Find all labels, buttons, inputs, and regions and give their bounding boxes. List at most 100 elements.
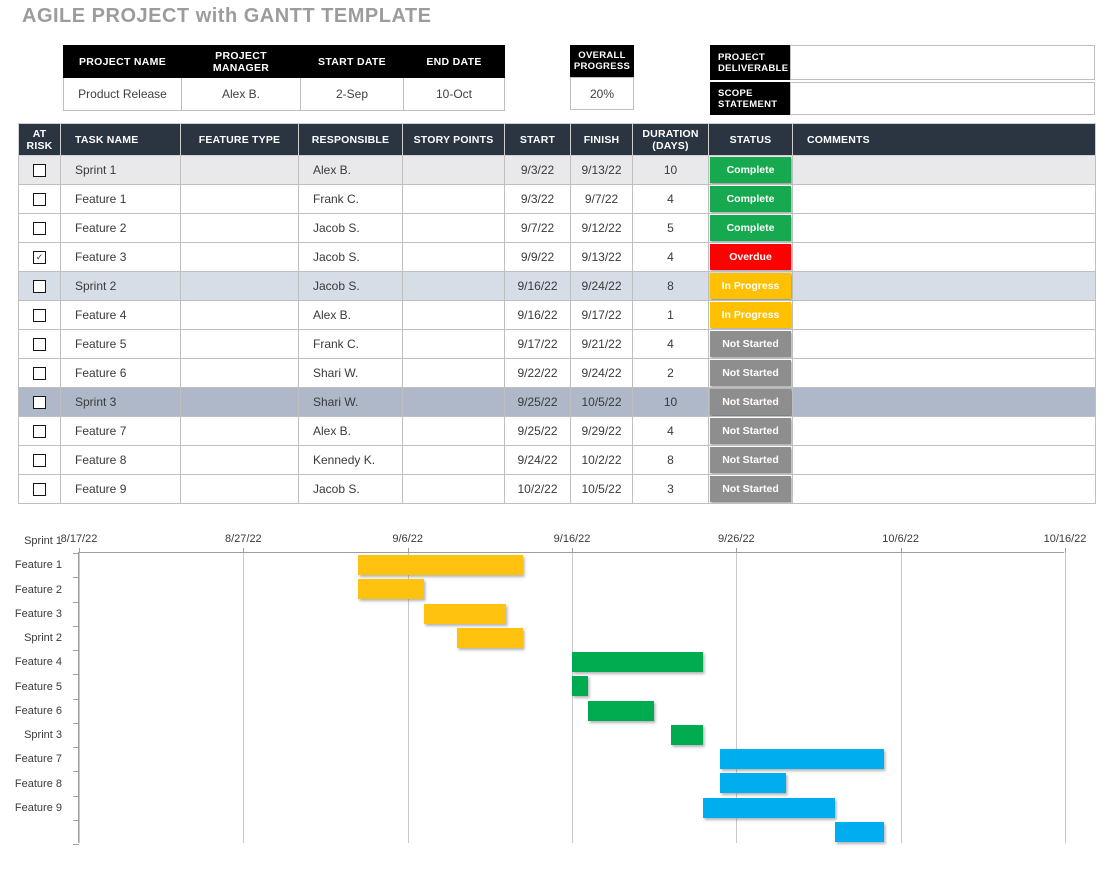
status-badge[interactable]: Complete [710, 157, 791, 183]
duration-cell[interactable]: 1 [632, 300, 709, 330]
start-cell[interactable]: 9/7/22 [504, 213, 571, 243]
status-badge[interactable]: Not Started [710, 331, 791, 357]
start-cell[interactable]: 9/9/22 [504, 242, 571, 272]
feature-type-cell[interactable] [180, 445, 299, 475]
story-points-cell[interactable] [402, 329, 505, 359]
start-cell[interactable]: 9/3/22 [504, 155, 571, 185]
task-name-cell[interactable]: Feature 8 [60, 445, 181, 475]
feature-type-cell[interactable] [180, 300, 299, 330]
story-points-cell[interactable] [402, 184, 505, 214]
comments-cell[interactable] [792, 445, 1096, 475]
responsible-cell[interactable]: Kennedy K. [298, 445, 403, 475]
project-deliverable-value[interactable] [790, 45, 1095, 80]
comments-cell[interactable] [792, 184, 1096, 214]
start-cell[interactable]: 9/17/22 [504, 329, 571, 359]
finish-cell[interactable]: 9/21/22 [570, 329, 633, 359]
feature-type-cell[interactable] [180, 358, 299, 388]
at-risk-checkbox[interactable] [33, 396, 46, 410]
status-badge[interactable]: Not Started [710, 447, 791, 473]
story-points-cell[interactable] [402, 387, 505, 417]
status-badge[interactable]: Not Started [710, 418, 791, 444]
overall-progress-value[interactable]: 20% [570, 77, 634, 110]
start-cell[interactable]: 9/3/22 [504, 184, 571, 214]
task-name-cell[interactable]: Sprint 2 [60, 271, 181, 301]
comments-cell[interactable] [792, 329, 1096, 359]
task-name-cell[interactable]: Feature 5 [60, 329, 181, 359]
task-name-cell[interactable]: Feature 9 [60, 474, 181, 504]
at-risk-checkbox[interactable] [33, 367, 46, 381]
comments-cell[interactable] [792, 387, 1096, 417]
start-date-value[interactable]: 2-Sep [300, 77, 404, 111]
story-points-cell[interactable] [402, 271, 505, 301]
start-cell[interactable]: 9/22/22 [504, 358, 571, 388]
comments-cell[interactable] [792, 155, 1096, 185]
status-badge[interactable]: Overdue [710, 244, 791, 270]
comments-cell[interactable] [792, 416, 1096, 446]
duration-cell[interactable]: 5 [632, 213, 709, 243]
project-name-value[interactable]: Product Release [63, 77, 182, 111]
task-name-cell[interactable]: Sprint 1 [60, 155, 181, 185]
comments-cell[interactable] [792, 242, 1096, 272]
status-badge[interactable]: Not Started [710, 476, 791, 502]
story-points-cell[interactable] [402, 445, 505, 475]
task-name-cell[interactable]: Feature 6 [60, 358, 181, 388]
status-badge[interactable]: Complete [710, 186, 791, 212]
responsible-cell[interactable]: Shari W. [298, 387, 403, 417]
feature-type-cell[interactable] [180, 213, 299, 243]
start-cell[interactable]: 9/24/22 [504, 445, 571, 475]
comments-cell[interactable] [792, 271, 1096, 301]
finish-cell[interactable]: 10/5/22 [570, 387, 633, 417]
comments-cell[interactable] [792, 474, 1096, 504]
status-badge[interactable]: Complete [710, 215, 791, 241]
duration-cell[interactable]: 4 [632, 242, 709, 272]
responsible-cell[interactable]: Alex B. [298, 155, 403, 185]
story-points-cell[interactable] [402, 300, 505, 330]
responsible-cell[interactable]: Shari W. [298, 358, 403, 388]
finish-cell[interactable]: 9/24/22 [570, 358, 633, 388]
responsible-cell[interactable]: Jacob S. [298, 271, 403, 301]
duration-cell[interactable]: 10 [632, 387, 709, 417]
scope-statement-value[interactable] [790, 82, 1095, 115]
at-risk-checkbox[interactable] [33, 338, 46, 352]
status-badge[interactable]: Not Started [710, 360, 791, 386]
project-manager-value[interactable]: Alex B. [181, 77, 301, 111]
feature-type-cell[interactable] [180, 416, 299, 446]
feature-type-cell[interactable] [180, 184, 299, 214]
duration-cell[interactable]: 10 [632, 155, 709, 185]
finish-cell[interactable]: 9/12/22 [570, 213, 633, 243]
at-risk-checkbox[interactable] [33, 280, 46, 294]
at-risk-checkbox[interactable] [33, 193, 46, 207]
finish-cell[interactable]: 9/29/22 [570, 416, 633, 446]
responsible-cell[interactable]: Jacob S. [298, 242, 403, 272]
finish-cell[interactable]: 10/2/22 [570, 445, 633, 475]
story-points-cell[interactable] [402, 213, 505, 243]
responsible-cell[interactable]: Alex B. [298, 300, 403, 330]
finish-cell[interactable]: 9/17/22 [570, 300, 633, 330]
duration-cell[interactable]: 3 [632, 474, 709, 504]
duration-cell[interactable]: 4 [632, 416, 709, 446]
duration-cell[interactable]: 4 [632, 184, 709, 214]
status-badge[interactable]: In Progress [710, 273, 791, 299]
at-risk-checkbox[interactable] [33, 425, 46, 439]
responsible-cell[interactable]: Alex B. [298, 416, 403, 446]
status-badge[interactable]: Not Started [710, 389, 791, 415]
finish-cell[interactable]: 9/7/22 [570, 184, 633, 214]
responsible-cell[interactable]: Jacob S. [298, 213, 403, 243]
end-date-value[interactable]: 10-Oct [403, 77, 505, 111]
task-name-cell[interactable]: Sprint 3 [60, 387, 181, 417]
story-points-cell[interactable] [402, 416, 505, 446]
finish-cell[interactable]: 9/24/22 [570, 271, 633, 301]
at-risk-checkbox[interactable] [33, 309, 46, 323]
task-name-cell[interactable]: Feature 7 [60, 416, 181, 446]
story-points-cell[interactable] [402, 155, 505, 185]
at-risk-checkbox[interactable] [33, 454, 46, 468]
duration-cell[interactable]: 8 [632, 271, 709, 301]
task-name-cell[interactable]: Feature 4 [60, 300, 181, 330]
comments-cell[interactable] [792, 300, 1096, 330]
feature-type-cell[interactable] [180, 271, 299, 301]
feature-type-cell[interactable] [180, 329, 299, 359]
duration-cell[interactable]: 8 [632, 445, 709, 475]
task-name-cell[interactable]: Feature 2 [60, 213, 181, 243]
finish-cell[interactable]: 9/13/22 [570, 155, 633, 185]
start-cell[interactable]: 9/25/22 [504, 387, 571, 417]
